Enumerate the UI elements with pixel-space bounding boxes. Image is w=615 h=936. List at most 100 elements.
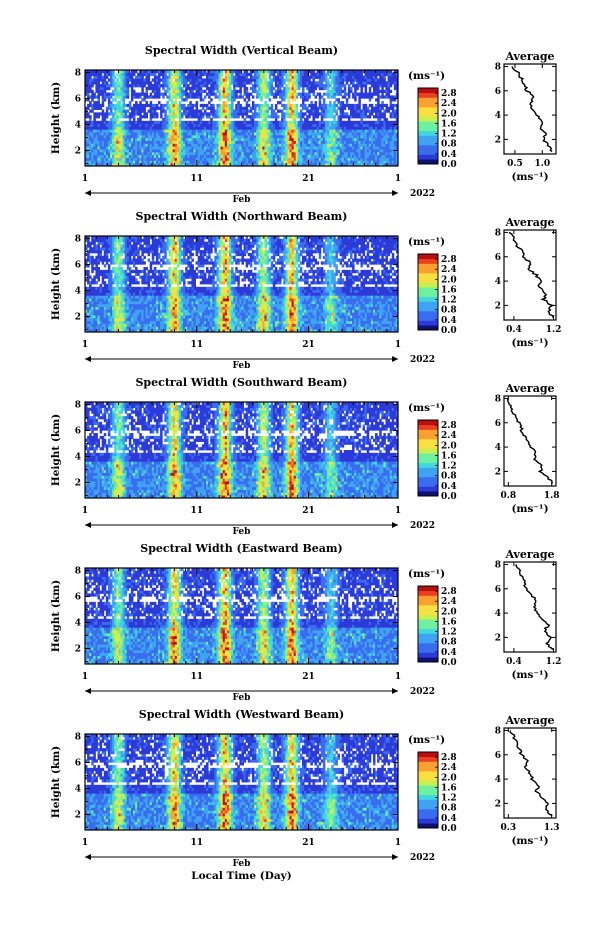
colorbar-swatch [418, 605, 438, 610]
y-tick-label: 2 [75, 644, 81, 654]
colorbar-swatch [418, 278, 438, 283]
colorbar-swatch [418, 112, 438, 117]
panel-title: Spectral Width (Southward Beam) [135, 376, 347, 389]
y-tick-label: 2 [75, 146, 81, 156]
month-label: Feb [233, 195, 251, 205]
colorbar-swatch [418, 430, 438, 435]
average-y-tick-label: 8 [495, 726, 501, 736]
average-x-tick-label: 0.8 [500, 491, 516, 501]
colorbar-swatch [418, 425, 438, 430]
heatmap-cells [85, 236, 398, 332]
colorbar-tick-label: 0.4 [441, 648, 457, 658]
colorbar-swatch [418, 98, 438, 103]
colorbar-tick-label: 0.0 [441, 658, 457, 668]
colorbar-unit: (ms⁻¹) [408, 70, 445, 82]
x-axis-label: Local Time (Day) [191, 870, 291, 882]
average-y-tick-label: 4 [495, 609, 501, 619]
average-y-tick-label: 2 [495, 799, 501, 809]
average-y-tick-label: 8 [495, 560, 501, 570]
y-tick-label: 2 [75, 312, 81, 322]
average-x-tick-label: 0.4 [506, 325, 522, 335]
x-tick-label: 1 [395, 174, 401, 184]
average-y-tick-label: 2 [495, 301, 501, 311]
colorbar-tick-label: 2.8 [441, 255, 457, 265]
x-tick-label: 21 [302, 340, 315, 350]
colorbar-tick-label: 1.6 [441, 451, 457, 461]
colorbar-swatch [418, 155, 438, 160]
colorbar-swatch [418, 107, 438, 112]
colorbar-swatch [418, 819, 438, 824]
colorbar-swatch [418, 311, 438, 316]
heatmap-cells [85, 734, 398, 830]
y-axis-label: Height (km) [50, 580, 62, 652]
colorbar-swatch [418, 458, 438, 463]
average-y-tick-label: 4 [495, 111, 501, 121]
colorbar-swatch [418, 752, 438, 757]
colorbar-tick-label: 0.8 [441, 306, 457, 316]
colorbar-swatch [418, 790, 438, 795]
colorbar-swatch [418, 800, 438, 805]
colorbar-unit: (ms⁻¹) [408, 236, 445, 248]
x-tick-label: 21 [302, 672, 315, 682]
colorbar-swatch [418, 145, 438, 150]
colorbar-swatch [418, 468, 438, 473]
colorbar-tick-label: 0.0 [441, 492, 457, 502]
average-y-tick-label: 8 [495, 62, 501, 72]
x-tick-label: 1 [82, 506, 88, 516]
colorbar-swatch [418, 638, 438, 643]
colorbar-tick-label: 2.0 [441, 275, 457, 285]
average-y-tick-label: 4 [495, 443, 501, 453]
average-y-tick-label: 8 [495, 228, 501, 238]
colorbar-swatch [418, 439, 438, 444]
colorbar-swatch [418, 283, 438, 288]
colorbar-swatch [418, 771, 438, 776]
colorbar-tick-label: 0.8 [441, 638, 457, 648]
colorbar-tick-label: 0.8 [441, 140, 457, 150]
average-y-tick-label: 6 [495, 87, 501, 97]
colorbar-swatch [418, 420, 438, 425]
x-tick-label: 11 [191, 506, 204, 516]
colorbar-swatch [418, 586, 438, 591]
colorbar-tick-label: 0.0 [441, 326, 457, 336]
panel-4: Spectral Width (Eastward Beam)2468Height… [50, 542, 561, 703]
colorbar-tick-label: 1.6 [441, 617, 457, 627]
heatmap-cells [85, 70, 398, 166]
colorbar-tick-label: 1.6 [441, 119, 457, 129]
panel-5: Spectral Width (Westward Beam)2468Height… [50, 708, 560, 882]
panel-title: Spectral Width (Vertical Beam) [145, 44, 338, 57]
average-y-tick-label: 2 [495, 135, 501, 145]
x-tick-label: 11 [191, 340, 204, 350]
average-x-tick-label: 1.0 [534, 159, 550, 169]
colorbar-swatch [418, 126, 438, 131]
average-title: Average [504, 714, 554, 727]
average-y-tick-label: 2 [495, 467, 501, 477]
colorbar-swatch [418, 804, 438, 809]
colorbar-tick-label: 1.2 [441, 462, 457, 472]
colorbar-swatch [418, 624, 438, 629]
colorbar-swatch [418, 653, 438, 658]
average-x-label: (ms⁻¹) [511, 835, 548, 847]
y-tick-label: 4 [75, 286, 81, 296]
colorbar-tick-label: 2.0 [441, 607, 457, 617]
average-title: Average [504, 382, 554, 395]
colorbar-tick-label: 0.4 [441, 150, 457, 160]
panel-title: Spectral Width (Westward Beam) [139, 708, 344, 721]
colorbar-swatch [418, 472, 438, 477]
colorbar-tick-label: 2.4 [441, 99, 457, 109]
average-x-tick-label: 0.3 [500, 823, 516, 833]
y-tick-label: 4 [75, 452, 81, 462]
colorbar-tick-label: 2.4 [441, 431, 457, 441]
heatmap-cells [85, 568, 398, 664]
average-x-tick-label: 1.3 [544, 823, 560, 833]
colorbar-tick-label: 2.4 [441, 597, 457, 607]
colorbar-swatch [418, 93, 438, 98]
average-title: Average [504, 548, 554, 561]
average-x-tick-label: 1.2 [546, 325, 562, 335]
y-tick-label: 6 [75, 593, 81, 603]
colorbar-swatch [418, 306, 438, 311]
colorbar-tick-label: 0.4 [441, 482, 457, 492]
